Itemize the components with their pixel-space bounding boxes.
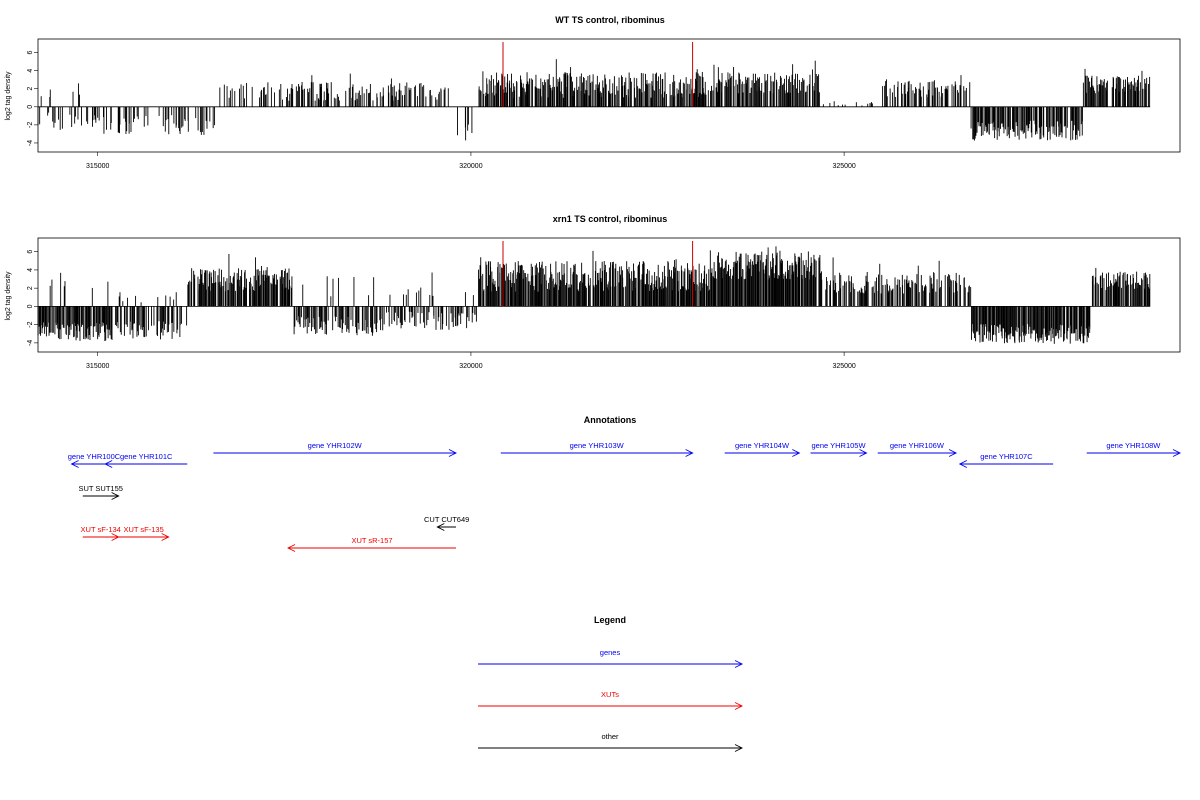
annotation-arrow-head bbox=[685, 449, 694, 457]
xrn1-x-tick-label: 320000 bbox=[459, 363, 482, 370]
xrn1-y-axis-label: log2 tag density bbox=[5, 271, 12, 321]
wt-y-tick-label: 6 bbox=[27, 51, 34, 55]
legend-entry-label: other bbox=[601, 732, 619, 741]
annotation-label: XUT sF-134 bbox=[81, 525, 121, 534]
xrn1-y-tick-label: -2 bbox=[27, 321, 34, 327]
annotation-arrow-head bbox=[70, 460, 79, 468]
annotation-arrow-head bbox=[104, 460, 113, 468]
annotation-label: gene YHR108W bbox=[1106, 441, 1161, 450]
annotation-label: gene YHR107C bbox=[980, 452, 1033, 461]
legend-entry-label: XUTs bbox=[601, 690, 619, 699]
legend-arrow-head bbox=[734, 660, 744, 668]
annotation-arrow-head bbox=[792, 449, 801, 457]
xrn1-track-panel: xrn1 TS control, ribominus log2 tag dens… bbox=[5, 214, 1181, 370]
annotation-arrow-head bbox=[436, 523, 445, 531]
annotation-arrow-head bbox=[1172, 449, 1182, 457]
annotations-panel: Annotations gene YHR100C gene YHR101Cgene… bbox=[68, 415, 1182, 552]
annotation-label: XUT sR-157 bbox=[351, 536, 392, 545]
wt-y-tick-label: 4 bbox=[27, 69, 34, 73]
wt-x-tick-label: 315000 bbox=[86, 163, 109, 170]
wt-y-tick-label: 0 bbox=[27, 105, 34, 109]
wt-y-tick-label: -2 bbox=[27, 122, 34, 128]
legend-arrow-head bbox=[734, 702, 744, 710]
wt-y-tick-label: 2 bbox=[27, 87, 34, 91]
legend-arrow-head bbox=[734, 744, 744, 752]
annotation-label: gene YHR104W bbox=[735, 441, 790, 450]
annotation-features: gene YHR100C gene YHR101C gene YHR102W gene… bbox=[68, 441, 1182, 552]
wt-plot-frame bbox=[37, 38, 1181, 153]
xrn1-track-title: xrn1 TS control, ribominus bbox=[553, 214, 668, 224]
legend-title: Legend bbox=[594, 615, 626, 625]
wt-y-axis-label: log2 tag density bbox=[5, 71, 12, 121]
annotation-label: CUT CUT649 bbox=[424, 515, 469, 524]
xrn1-plot-area: -4 -2 0 2 4 6 315000 320000 325000 bbox=[27, 237, 1181, 370]
annotation-label: gene YHR103W bbox=[570, 441, 625, 450]
annotation-label: gene YHR106W bbox=[890, 441, 945, 450]
wt-track-panel: WT TS control, ribominus log2 tag densit… bbox=[5, 15, 1181, 170]
annotations-title: Annotations bbox=[584, 415, 637, 425]
xrn1-y-tick-label: 2 bbox=[27, 286, 34, 290]
wt-x-tick-label: 325000 bbox=[832, 163, 855, 170]
xrn1-y-tick-label: -4 bbox=[27, 340, 34, 346]
annotation-arrow-head bbox=[958, 460, 968, 468]
annotation-arrow-head bbox=[287, 544, 296, 552]
annotation-arrow-head bbox=[948, 449, 958, 457]
annotation-arrow-head bbox=[859, 449, 868, 457]
annotation-arrow-head bbox=[111, 492, 120, 500]
xrn1-x-tick-label: 325000 bbox=[832, 363, 855, 370]
annotation-label: gene YHR100C bbox=[68, 452, 121, 461]
legend-entries: genes XUTs other bbox=[478, 648, 744, 752]
wt-x-tick-label: 320000 bbox=[459, 163, 482, 170]
legend-panel: Legend genes XUTs other bbox=[478, 615, 744, 752]
annotation-label: gene YHR101C bbox=[120, 452, 173, 461]
xrn1-y-tick-label: 6 bbox=[27, 250, 34, 254]
wt-plot-area: -4 -2 0 2 4 6 315000 320000 325000 bbox=[27, 38, 1181, 170]
xrn1-y-tick-label: 4 bbox=[27, 268, 34, 272]
xrn1-y-tick-label: 0 bbox=[27, 304, 34, 308]
annotation-label: gene YHR102W bbox=[308, 441, 363, 450]
annotation-arrow-head bbox=[161, 533, 170, 541]
xrn1-plot-frame bbox=[37, 237, 1181, 353]
legend-entry-label: genes bbox=[600, 648, 621, 657]
wt-track-title: WT TS control, ribominus bbox=[555, 15, 665, 25]
annotation-label: gene YHR105W bbox=[811, 441, 866, 450]
wt-y-tick-label: -4 bbox=[27, 140, 34, 146]
xrn1-x-tick-label: 315000 bbox=[86, 363, 109, 370]
annotation-arrow-head bbox=[448, 449, 457, 457]
annotation-label: SUT SUT155 bbox=[78, 484, 122, 493]
annotation-label: XUT sF-135 bbox=[123, 525, 163, 534]
